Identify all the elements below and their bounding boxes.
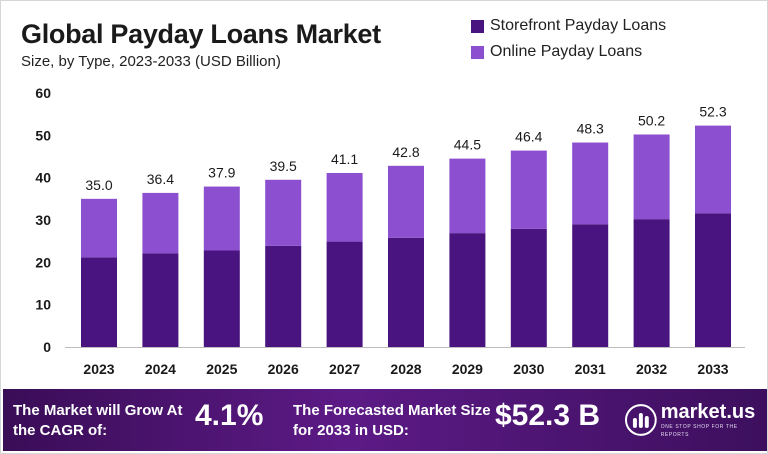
bar-segment-storefront-2032 (633, 219, 670, 347)
y-tick-label: 40 (35, 170, 51, 186)
bar-segment-storefront-2033 (695, 213, 731, 347)
y-tick-label: 30 (35, 212, 51, 228)
total-label-2032: 50.2 (638, 112, 665, 128)
x-tick-label-2029: 2029 (452, 361, 483, 377)
bar-segment-online-2031 (572, 142, 609, 225)
bar-segment-online-2027 (326, 173, 363, 242)
x-tick-label-2024: 2024 (145, 361, 176, 377)
total-label-2028: 42.8 (392, 144, 419, 160)
total-label-2030: 46.4 (515, 129, 542, 145)
legend-swatch-storefront (471, 19, 484, 33)
legend-swatch-online (471, 45, 484, 59)
bar-segment-online-2024 (142, 192, 179, 254)
y-tick-label: 20 (35, 254, 51, 270)
total-label-2031: 48.3 (577, 121, 604, 137)
bar-segment-online-2030 (510, 150, 547, 229)
bar-segment-storefront-2025 (203, 250, 240, 347)
x-tick-label-2032: 2032 (636, 361, 667, 377)
bar-segment-online-2029 (449, 158, 486, 234)
chart-subtitle: Size, by Type, 2023-2033 (USD Billion) (21, 53, 281, 70)
legend-item-storefront: Storefront Payday Loans (471, 13, 666, 39)
x-tick-label-2027: 2027 (329, 361, 360, 377)
x-tick-label-2025: 2025 (206, 361, 237, 377)
total-label-2027: 41.1 (331, 151, 358, 167)
cagr-label: The Market will Grow At the CAGR of: (13, 402, 183, 439)
total-label-2029: 44.5 (454, 137, 481, 153)
bar-segment-online-2028 (388, 165, 424, 238)
market-us-logo: market.us ONE STOP SHOP FOR THE REPORTS (625, 401, 767, 439)
bar-segment-storefront-2030 (510, 228, 547, 347)
bar-chart: 010203040506035.0202336.4202437.9202539.… (35, 85, 745, 377)
total-label-2024: 36.4 (147, 171, 174, 187)
x-tick-label-2033: 2033 (697, 361, 728, 377)
bar-segment-storefront-2024 (142, 253, 179, 347)
bar-segment-storefront-2029 (449, 233, 486, 347)
bar-segment-storefront-2027 (326, 241, 363, 347)
logo-text: market.us (660, 401, 756, 423)
chart-title: Global Payday Loans Market (21, 19, 381, 49)
legend-label-storefront: Storefront Payday Loans (490, 17, 667, 34)
logo-tagline: ONE STOP SHOP FOR THE REPORTS (660, 424, 738, 438)
forecast-label: The Forecasted Market Size for 2033 in U… (293, 402, 491, 439)
bar-segment-storefront-2026 (265, 245, 302, 347)
bar-segment-online-2033 (695, 125, 731, 214)
cagr-value: 4.1% (195, 399, 264, 432)
total-label-2025: 37.9 (208, 165, 235, 181)
forecast-value: $52.3 B (495, 399, 601, 432)
bar-segment-online-2032 (633, 134, 670, 220)
market-us-logo-icon (625, 404, 657, 436)
bar-segment-online-2025 (203, 186, 240, 251)
bar-segment-online-2023 (81, 198, 117, 258)
total-label-2026: 39.5 (270, 158, 297, 174)
total-label-2023: 35.0 (85, 177, 112, 193)
y-tick-label: 60 (35, 85, 51, 101)
x-tick-label-2028: 2028 (390, 361, 421, 377)
bar-segment-online-2026 (265, 179, 302, 246)
y-tick-label: 0 (43, 339, 51, 355)
x-tick-label-2030: 2030 (513, 361, 544, 377)
x-tick-label-2026: 2026 (268, 361, 299, 377)
x-tick-label-2031: 2031 (575, 361, 606, 377)
summary-banner: The Market will Grow At the CAGR of: 4.1… (3, 389, 767, 451)
legend-label-online: Online Payday Loans (490, 43, 643, 60)
bar-segment-storefront-2031 (572, 224, 609, 347)
bar-segment-storefront-2028 (388, 237, 424, 347)
total-label-2033: 52.3 (699, 104, 726, 120)
legend-item-online: Online Payday Loans (471, 39, 666, 65)
y-tick-label: 10 (35, 297, 51, 313)
bar-segment-storefront-2023 (81, 257, 117, 347)
x-tick-label-2023: 2023 (83, 361, 114, 377)
chart-legend: Storefront Payday Loans Online Payday Lo… (471, 13, 666, 65)
y-tick-label: 50 (35, 127, 51, 143)
